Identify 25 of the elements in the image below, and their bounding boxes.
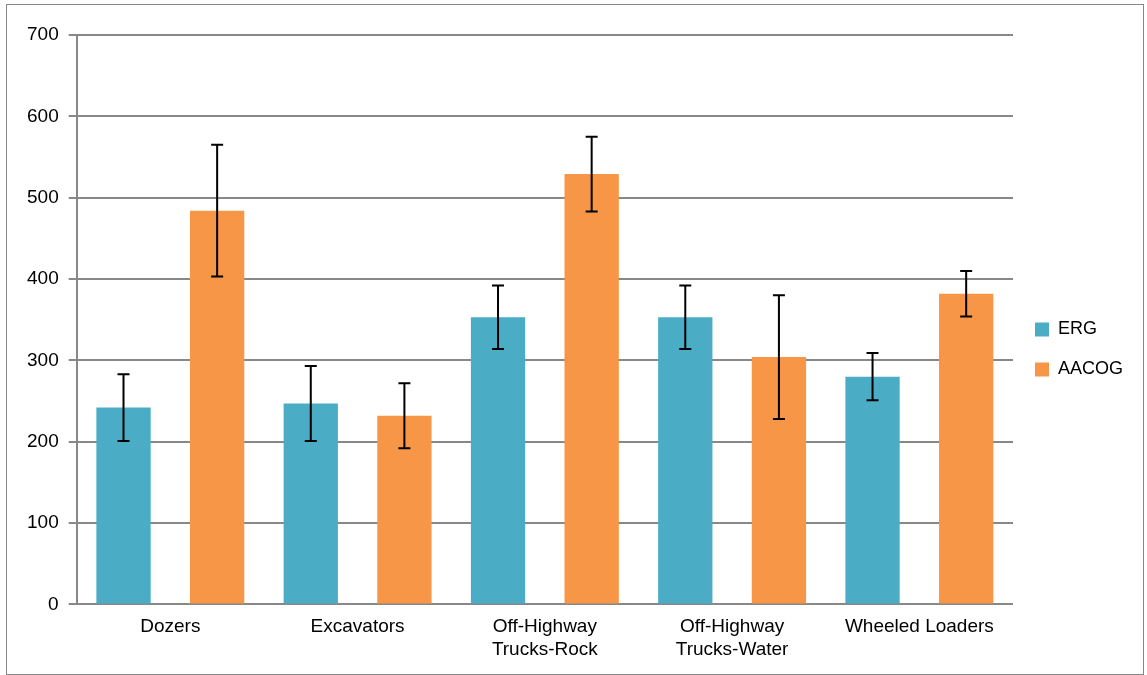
bar (377, 415, 432, 604)
y-tick-label: 200 (27, 429, 59, 451)
bar (283, 403, 338, 604)
x-tick-label: Wheeled Loaders (844, 615, 994, 637)
y-tick-label: 400 (27, 267, 59, 289)
bar (189, 210, 245, 604)
bar (470, 317, 526, 604)
x-tick-label: Off-Highway Trucks-Water (675, 615, 790, 659)
bar (658, 317, 713, 604)
bar (939, 293, 994, 604)
y-tick-label: 700 (27, 23, 59, 45)
y-tick-label: 600 (27, 104, 59, 126)
legend-label: AACOG (1057, 358, 1123, 379)
bar (564, 174, 619, 604)
y-tick-label: 100 (27, 511, 59, 533)
x-tick-label: Off-Highway Trucks-Rock (491, 615, 599, 659)
y-tick-label: 500 (27, 185, 59, 207)
bar (751, 357, 807, 604)
x-tick-label: Excavators (310, 615, 405, 637)
legend-label: ERG (1057, 318, 1097, 339)
y-tick-label: 300 (27, 348, 59, 370)
bar (845, 376, 900, 604)
x-tick-label: Dozers (140, 615, 201, 637)
bar (96, 407, 151, 604)
y-tick-label: 0 (48, 592, 59, 614)
